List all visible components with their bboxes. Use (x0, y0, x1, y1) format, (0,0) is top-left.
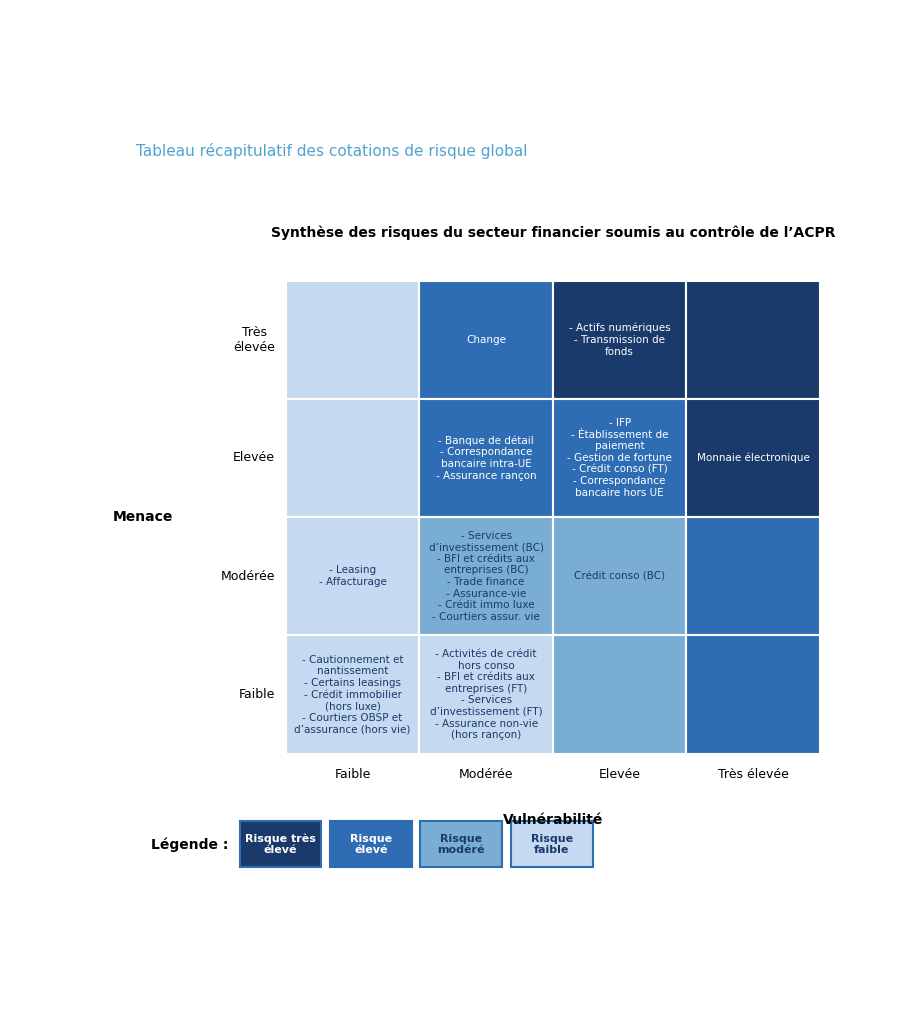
Text: Modérée: Modérée (221, 569, 275, 583)
Text: Elevée: Elevée (598, 768, 641, 781)
FancyBboxPatch shape (686, 398, 820, 517)
FancyBboxPatch shape (553, 398, 686, 517)
Text: Synthèse des risques du secteur financier soumis au contrôle de l’ACPR: Synthèse des risques du secteur financie… (270, 225, 835, 240)
FancyBboxPatch shape (419, 635, 553, 754)
FancyBboxPatch shape (419, 281, 553, 398)
Text: - Cautionnement et
nantissement
- Certains leasings
- Crédit immobilier
(hors lu: - Cautionnement et nantissement - Certai… (294, 654, 411, 734)
Text: Risque
élevé: Risque élevé (350, 834, 392, 855)
Text: Elevée: Elevée (233, 452, 275, 465)
FancyBboxPatch shape (330, 821, 412, 867)
FancyBboxPatch shape (419, 398, 553, 517)
Text: Vulnérabilité: Vulnérabilité (503, 813, 603, 826)
Text: Risque très
élevé: Risque très élevé (245, 834, 316, 855)
Text: Légende :: Légende : (152, 837, 229, 852)
Text: - IFP
- Établissement de
paiement
- Gestion de fortune
- Crédit conso (FT)
- Cor: - IFP - Établissement de paiement - Gest… (567, 418, 672, 498)
FancyBboxPatch shape (553, 635, 686, 754)
Text: Risque
modéré: Risque modéré (437, 834, 485, 855)
FancyBboxPatch shape (286, 398, 419, 517)
Text: Modérée: Modérée (459, 768, 514, 781)
Text: - Services
d’investissement (BC)
- BFI et crédits aux
entreprises (BC)
- Trade f: - Services d’investissement (BC) - BFI e… (428, 530, 544, 622)
Text: Tableau récapitulatif des cotations de risque global: Tableau récapitulatif des cotations de r… (136, 142, 528, 159)
FancyBboxPatch shape (286, 635, 419, 754)
Text: - Leasing
- Affacturage: - Leasing - Affacturage (319, 565, 387, 587)
FancyBboxPatch shape (420, 821, 503, 867)
Text: Faible: Faible (239, 688, 275, 701)
Text: - Banque de détail
- Correspondance
bancaire intra-UE
- Assurance rançon: - Banque de détail - Correspondance banc… (436, 435, 537, 480)
Text: Risque
faible: Risque faible (531, 834, 573, 855)
FancyBboxPatch shape (686, 281, 820, 398)
FancyBboxPatch shape (511, 821, 593, 867)
Text: Très élevée: Très élevée (718, 768, 789, 781)
Text: Très
élevée: Très élevée (233, 326, 275, 353)
FancyBboxPatch shape (553, 281, 686, 398)
Text: Crédit conso (BC): Crédit conso (BC) (574, 571, 665, 582)
Text: Monnaie électronique: Monnaie électronique (697, 453, 810, 463)
FancyBboxPatch shape (419, 517, 553, 635)
Text: - Activités de crédit
hors conso
- BFI et crédits aux
entreprises (FT)
- Service: - Activités de crédit hors conso - BFI e… (430, 649, 542, 740)
Text: - Actifs numériques
- Transmission de
fonds: - Actifs numériques - Transmission de fo… (569, 323, 671, 356)
Text: Menace: Menace (113, 510, 174, 524)
FancyBboxPatch shape (686, 517, 820, 635)
Text: Change: Change (466, 335, 506, 345)
FancyBboxPatch shape (286, 281, 419, 398)
FancyBboxPatch shape (286, 517, 419, 635)
FancyBboxPatch shape (686, 635, 820, 754)
Text: Faible: Faible (335, 768, 370, 781)
FancyBboxPatch shape (553, 517, 686, 635)
FancyBboxPatch shape (240, 821, 322, 867)
